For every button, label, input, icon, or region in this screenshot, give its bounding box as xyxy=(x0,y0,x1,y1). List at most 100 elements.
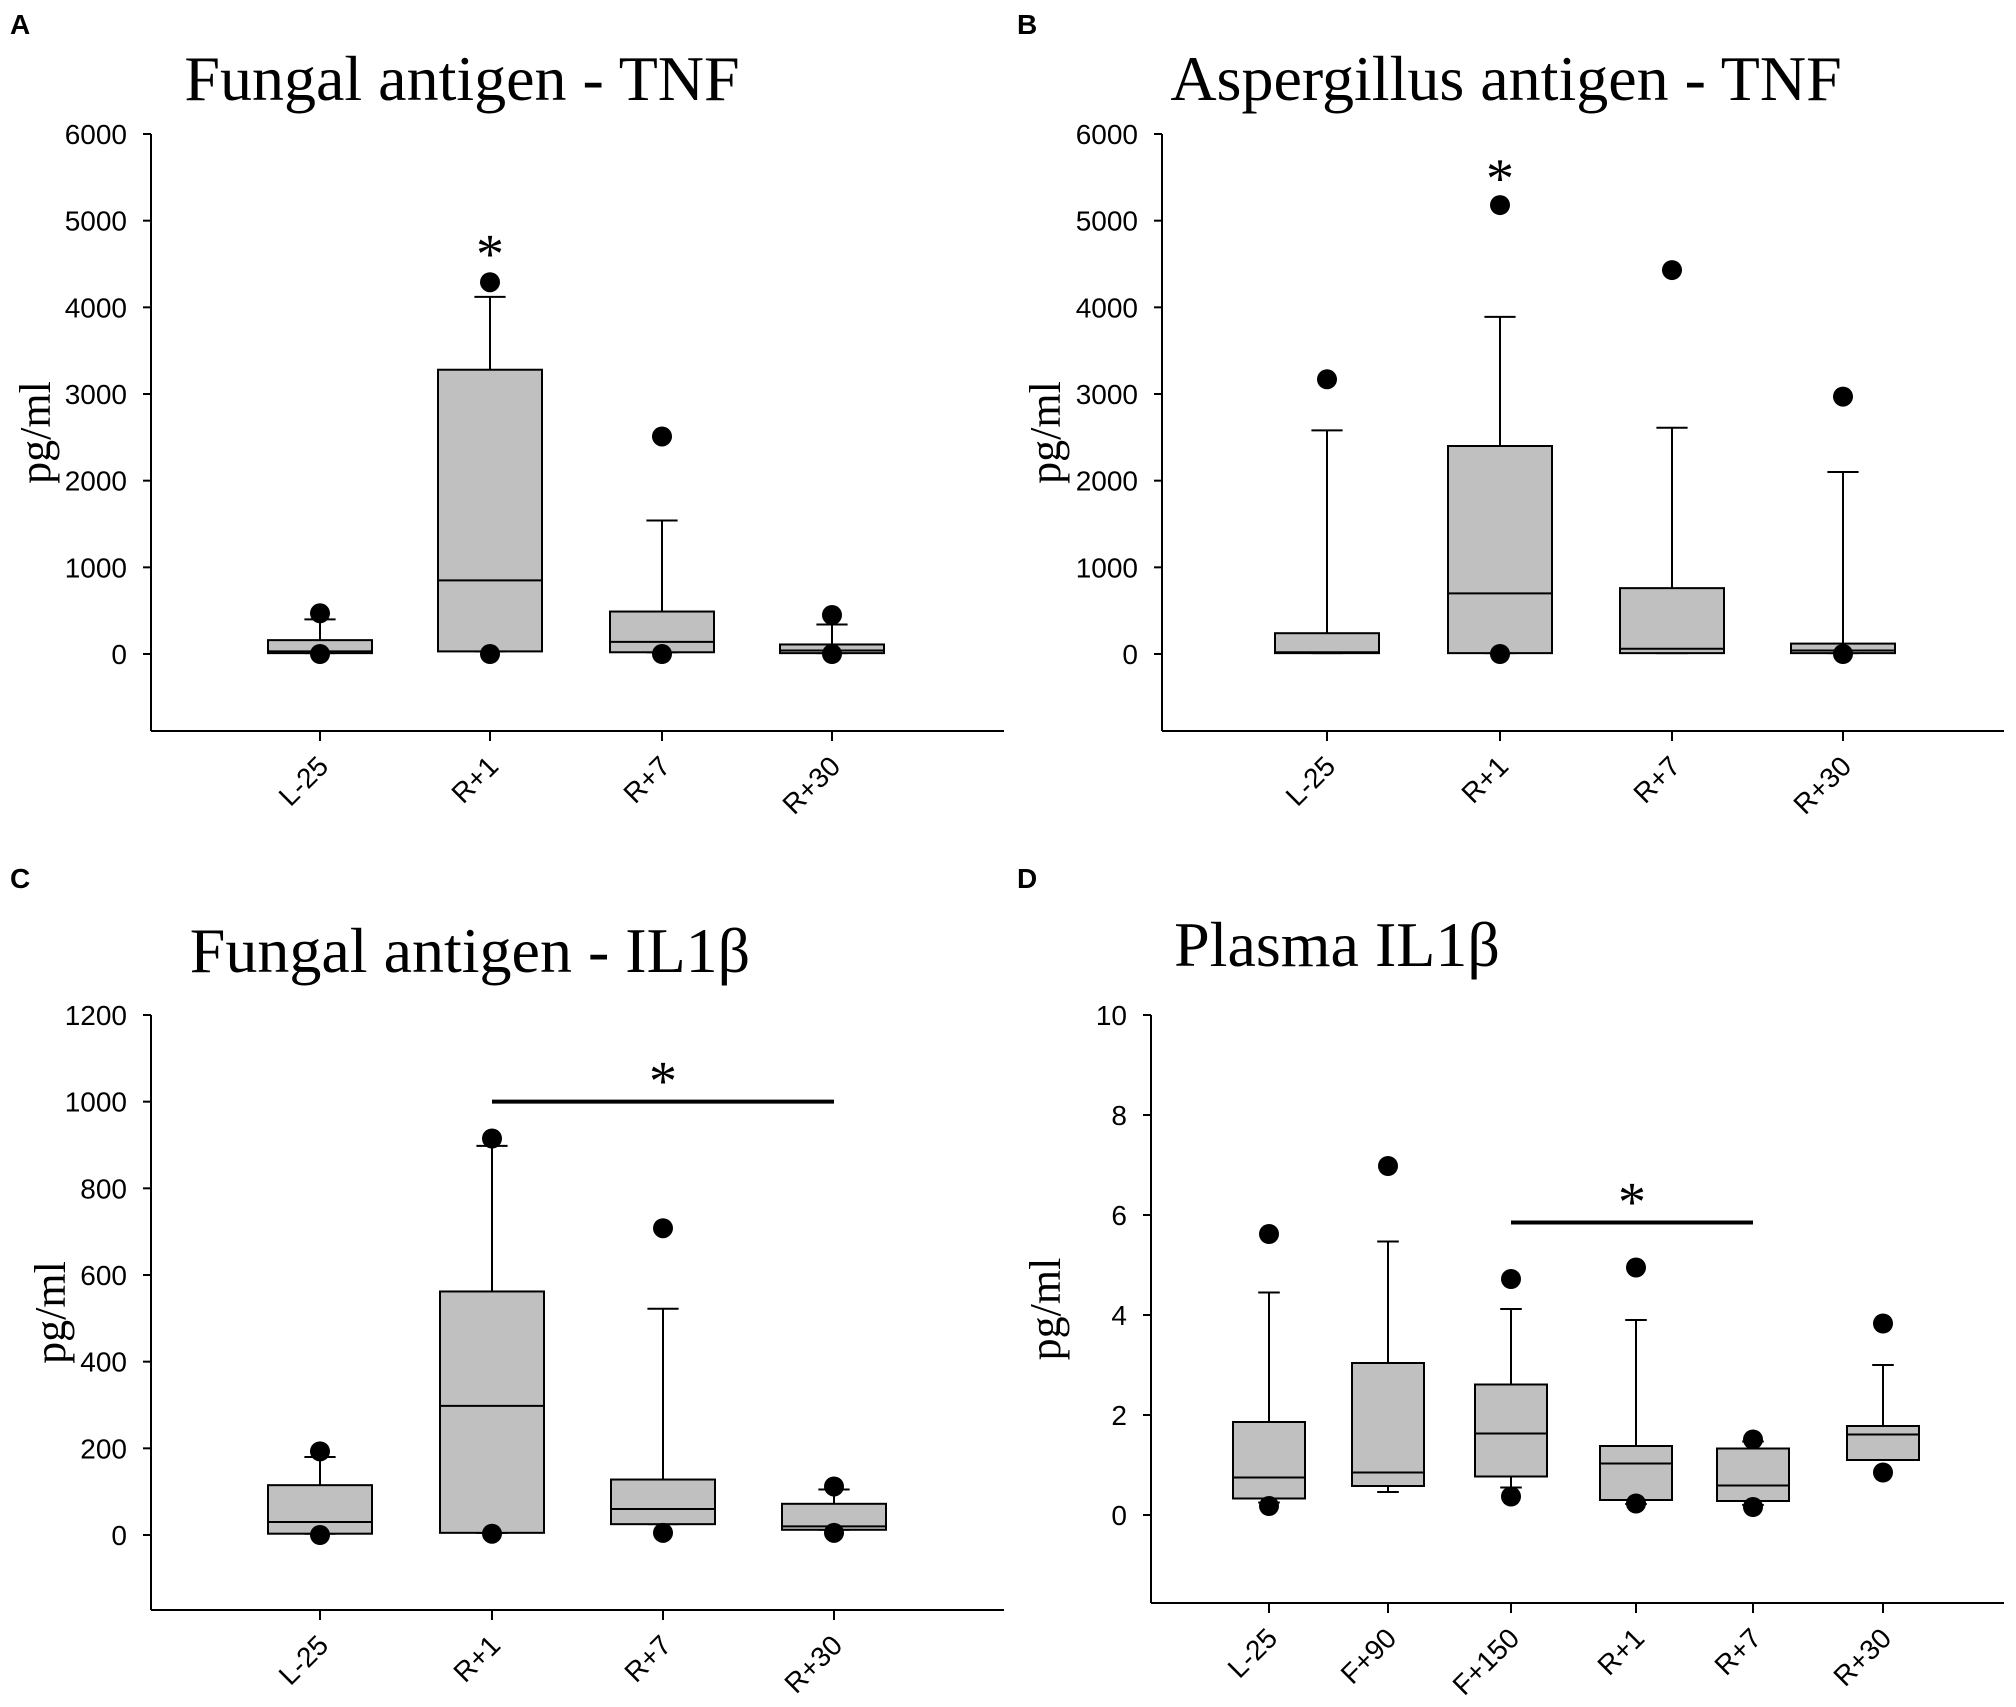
box-c-r+7 xyxy=(610,1218,716,1543)
y-axis-label-b: pg/ml xyxy=(1021,381,1070,484)
outlier-point xyxy=(1490,195,1510,216)
chart-title-b: Aspergillus antigen - TNF xyxy=(1170,43,1841,114)
outlier-point xyxy=(653,1218,673,1239)
box-b-r+1 xyxy=(1447,195,1553,664)
outlier-point xyxy=(824,1522,844,1543)
y-tick-label-c: 200 xyxy=(80,1433,127,1464)
x-tick-label-d: F+150 xyxy=(1447,1622,1526,1701)
outlier-point xyxy=(482,1523,502,1544)
outlier-point xyxy=(1743,1497,1763,1517)
chart-title-a: Fungal antigen - TNF xyxy=(184,43,739,114)
y-tick-label-c: 800 xyxy=(80,1173,127,1204)
box-b-l-25 xyxy=(1274,369,1380,655)
outlier-point xyxy=(1743,1429,1763,1450)
y-tick-label-c: 1200 xyxy=(65,1000,127,1031)
panel-letter-b: B xyxy=(1017,9,1037,40)
box-b-r+7 xyxy=(1619,260,1725,655)
outlier-point xyxy=(1378,1156,1398,1176)
y-tick-label-c: 600 xyxy=(80,1260,127,1291)
y-axis-label-c: pg/ml xyxy=(26,1261,75,1364)
panel-letter-a: A xyxy=(10,9,30,40)
panel-a: A Fungal antigen - TNF 0 1000 2000 3000 4000 50… xyxy=(10,9,1004,820)
y-tick-label-a: 6000 xyxy=(65,119,127,150)
box-c-r+1 xyxy=(439,1128,545,1544)
y-tick-label-b: 5000 xyxy=(1076,206,1138,237)
x-tick-label-d: R+7 xyxy=(1708,1622,1767,1681)
x-tick-label-c: R+30 xyxy=(778,1629,848,1699)
panel-letter-c: C xyxy=(10,863,30,894)
y-tick-label-a: 4000 xyxy=(65,292,127,323)
significance-star-b: * xyxy=(1486,148,1514,210)
chart-title-d: Plasma IL1β xyxy=(1174,909,1500,980)
outlier-point xyxy=(310,1441,330,1462)
x-tick-label-a: R+1 xyxy=(445,750,504,809)
x-tick-label-d: R+30 xyxy=(1827,1622,1897,1692)
outlier-point xyxy=(652,426,672,447)
x-tick-label-d: L-25 xyxy=(1222,1622,1284,1684)
outlier-point xyxy=(1501,1486,1521,1507)
outlier-point xyxy=(824,1476,844,1497)
outlier-point xyxy=(1490,644,1510,664)
outlier-point xyxy=(480,272,500,293)
outlier-point xyxy=(1626,1257,1646,1278)
box-a-r+30 xyxy=(779,605,885,664)
box-body xyxy=(1619,587,1725,655)
box-body xyxy=(437,368,543,653)
outlier-point xyxy=(1873,1313,1893,1334)
box-d-f+150 xyxy=(1474,1269,1548,1507)
box-d-f+90 xyxy=(1351,1156,1425,1493)
box-body xyxy=(439,1290,545,1534)
outlier-point xyxy=(1626,1493,1646,1514)
outlier-point xyxy=(1662,260,1682,281)
outlier-point xyxy=(1317,369,1337,390)
outlier-point xyxy=(310,1525,330,1545)
y-tick-label-b: 1000 xyxy=(1076,552,1138,583)
outlier-point xyxy=(1833,386,1853,407)
x-tick-label-c: R+1 xyxy=(447,1629,506,1688)
box-body xyxy=(1232,1421,1306,1500)
panel-b: B Aspergillus antigen - TNF 0 1000 2000 3000 4… xyxy=(1017,9,2004,820)
panel-d: D Plasma IL1β 0 2 4 6 8 10 pg/ml L-25 F+90 F+150 R+1… xyxy=(1017,863,2004,1701)
box-a-r+1 xyxy=(437,272,543,664)
y-tick-label-a: 3000 xyxy=(65,379,127,410)
outlier-point xyxy=(1833,644,1853,664)
y-axis-label-d: pg/ml xyxy=(1021,1258,1070,1361)
y-tick-label-c: 1000 xyxy=(65,1087,127,1118)
box-d-l-25 xyxy=(1232,1224,1306,1516)
x-tick-label-b: R+30 xyxy=(1787,750,1857,820)
significance-star-a: * xyxy=(476,223,504,285)
outlier-point xyxy=(822,644,842,664)
x-tick-label-b: R+7 xyxy=(1627,750,1686,809)
y-tick-label-b: 6000 xyxy=(1076,119,1138,150)
box-body xyxy=(1846,1425,1920,1461)
y-tick-label-b: 2000 xyxy=(1076,466,1138,497)
outlier-point xyxy=(652,644,672,664)
significance-star-d: * xyxy=(1618,1172,1646,1234)
outlier-point xyxy=(310,644,330,664)
x-tick-label-a: R+7 xyxy=(617,750,676,809)
x-tick-label-c: R+7 xyxy=(618,1629,677,1688)
outlier-point xyxy=(1501,1269,1521,1289)
x-tick-label-b: L-25 xyxy=(1280,750,1342,812)
box-d-r+30 xyxy=(1846,1313,1920,1483)
outlier-point xyxy=(482,1128,502,1149)
y-tick-label-d: 10 xyxy=(1096,1000,1127,1031)
y-tick-label-a: 1000 xyxy=(65,552,127,583)
y-tick-label-c: 0 xyxy=(111,1520,127,1551)
outlier-point xyxy=(1259,1224,1279,1244)
y-tick-label-b: 4000 xyxy=(1076,292,1138,323)
box-body xyxy=(1274,632,1380,655)
chart-title-c: Fungal antigen - IL1β xyxy=(190,915,750,986)
y-tick-label-d: 8 xyxy=(1111,1100,1127,1131)
y-axis-label-a: pg/ml xyxy=(11,381,60,484)
x-tick-label-c: L-25 xyxy=(273,1629,335,1691)
y-tick-label-d: 6 xyxy=(1111,1200,1127,1231)
y-tick-label-a: 0 xyxy=(111,639,127,670)
y-tick-label-a: 2000 xyxy=(65,466,127,497)
panel-letter-d: D xyxy=(1017,863,1037,894)
x-tick-label-a: L-25 xyxy=(273,750,335,812)
y-tick-label-d: 0 xyxy=(1111,1500,1127,1531)
outlier-point xyxy=(653,1522,673,1543)
box-a-r+7 xyxy=(609,426,715,664)
